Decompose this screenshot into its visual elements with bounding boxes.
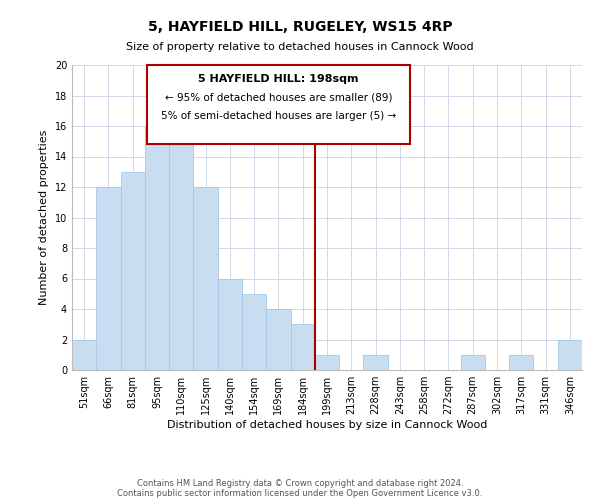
Bar [266,309,290,370]
Y-axis label: Number of detached properties: Number of detached properties [39,130,49,305]
Text: 5, HAYFIELD HILL, RUGELEY, WS15 4RP: 5, HAYFIELD HILL, RUGELEY, WS15 4RP [148,20,452,34]
Text: 5 HAYFIELD HILL: 198sqm: 5 HAYFIELD HILL: 198sqm [198,74,359,84]
X-axis label: Distribution of detached houses by size in Cannock Wood: Distribution of detached houses by size … [167,420,487,430]
Text: 5% of semi-detached houses are larger (5) →: 5% of semi-detached houses are larger (5… [161,111,396,121]
Bar [242,294,266,370]
Bar [218,278,242,370]
Bar [558,340,582,370]
Bar [461,355,485,370]
Bar [364,355,388,370]
Text: ← 95% of detached houses are smaller (89): ← 95% of detached houses are smaller (89… [164,93,392,103]
Bar [72,340,96,370]
Bar [193,187,218,370]
Bar [169,111,193,370]
Bar [96,187,121,370]
Bar [290,324,315,370]
Text: Contains HM Land Registry data © Crown copyright and database right 2024.: Contains HM Land Registry data © Crown c… [137,478,463,488]
Bar [509,355,533,370]
Bar [315,355,339,370]
Bar [121,172,145,370]
Bar [145,126,169,370]
FancyBboxPatch shape [147,65,410,144]
Text: Contains public sector information licensed under the Open Government Licence v3: Contains public sector information licen… [118,488,482,498]
Text: Size of property relative to detached houses in Cannock Wood: Size of property relative to detached ho… [126,42,474,52]
